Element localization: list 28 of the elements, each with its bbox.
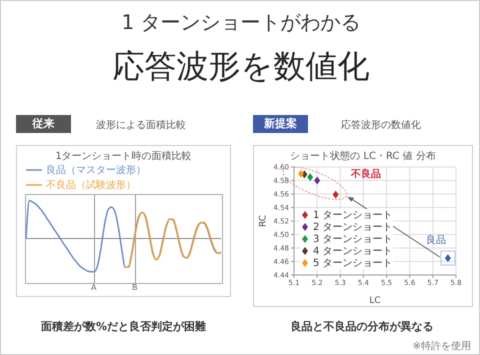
point xyxy=(307,173,314,182)
text: A xyxy=(91,283,96,292)
point xyxy=(298,170,304,178)
text: 良品と不良品の分布が異なる xyxy=(290,319,434,334)
legend-label: 5 ターンショート xyxy=(313,257,393,270)
text: 波形による面積比較 xyxy=(96,118,186,132)
legend-label: 1 ターンショート xyxy=(313,209,393,222)
x-axis-title: LC xyxy=(369,296,381,306)
text: 従来 xyxy=(16,115,71,133)
legend-label: 3 ターンショート xyxy=(313,233,393,246)
text: 応答波形を数値化 xyxy=(112,46,370,87)
text: B xyxy=(132,283,138,292)
legend-label: 不良品（試験波形） xyxy=(46,178,136,192)
chart-title: ショート状態の LC・RC 値 分布 xyxy=(289,150,437,163)
point xyxy=(332,190,339,199)
text: ※特許を使用 xyxy=(412,340,471,353)
y-axis-title: RC xyxy=(258,214,268,228)
text: 1 ターンショートがわかる xyxy=(120,9,362,36)
text: 新提案 xyxy=(253,115,308,133)
legend-label: 4 ターンショート xyxy=(313,245,393,258)
text: 面積差が数%だと良否判定が困難 xyxy=(40,319,208,334)
chart-title: 1ターンショート時の面積比較 xyxy=(54,150,193,163)
series-label: 良品 xyxy=(426,234,446,246)
legend-label: 良品（マスター波形） xyxy=(46,164,146,177)
legend-label: 2 ターンショート xyxy=(313,221,393,234)
point xyxy=(314,176,320,184)
text: 応答波形の数値化 xyxy=(341,118,421,132)
annotation: 不良品 xyxy=(351,167,381,181)
